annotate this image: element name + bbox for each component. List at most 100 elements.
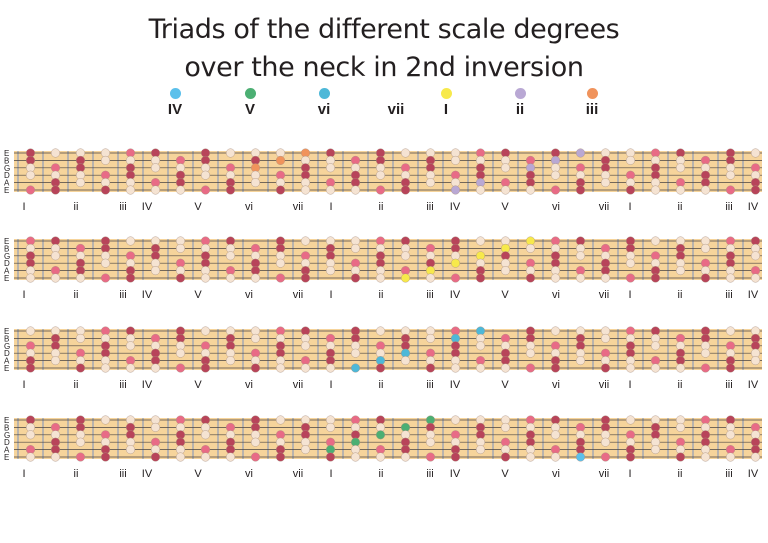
note-dot	[26, 452, 36, 462]
fret-degree-label: vi	[552, 468, 560, 480]
fret-degree-label: ii	[74, 468, 79, 480]
fret-wire	[567, 151, 569, 192]
fret-degree-label: iii	[725, 468, 732, 480]
fret-wire	[617, 329, 619, 370]
fret-wire	[367, 418, 369, 459]
fret-wire	[92, 239, 94, 280]
string-name-label: D	[4, 259, 10, 268]
fret-wire	[392, 418, 394, 459]
fret-degree-label: ii	[74, 201, 79, 213]
note-dot	[526, 348, 536, 358]
note-dot	[501, 452, 511, 462]
fret-degree-label: I	[22, 201, 25, 213]
note-dot	[601, 333, 611, 343]
note-dot	[626, 155, 636, 165]
fret-wire	[92, 329, 94, 370]
note-dot	[576, 148, 586, 158]
note-dot	[626, 273, 636, 283]
fret-wire	[42, 151, 44, 192]
note-dot	[576, 251, 586, 261]
fret-wire	[417, 239, 419, 280]
fret-wire	[267, 418, 269, 459]
fret-degree-label: V	[194, 379, 202, 391]
fret-degree-label: iii	[119, 468, 126, 480]
note-dot	[276, 363, 286, 373]
fret-wire	[317, 418, 319, 459]
fret-wire	[167, 329, 169, 370]
fret-degree-label: I	[22, 379, 25, 391]
note-dot	[351, 185, 361, 195]
fret-wire	[667, 239, 669, 280]
note-dot	[200, 170, 210, 180]
note-dot	[726, 430, 736, 440]
note-dot	[451, 155, 461, 165]
note-dot	[551, 452, 561, 462]
note-dot	[651, 273, 661, 283]
fret-degree-label: IV	[450, 379, 461, 391]
fret-wire	[242, 329, 244, 370]
fret-wire	[217, 418, 219, 459]
note-dot	[200, 273, 210, 283]
fret-wire	[267, 329, 269, 370]
note-dot	[526, 363, 536, 373]
note-dot	[726, 185, 736, 195]
fret-wire	[117, 418, 119, 459]
fret-degree-label: vii	[599, 201, 609, 213]
string-name-label: B	[4, 244, 9, 253]
legend-dot-icon	[318, 88, 330, 99]
fret-wire	[692, 329, 694, 370]
string-name-label: E	[4, 149, 9, 158]
fret-wire	[267, 239, 269, 280]
string-name-label: B	[4, 334, 9, 343]
fret-degree-label: I	[329, 201, 332, 213]
fret-wire	[592, 418, 594, 459]
fret-degree-label: vii	[599, 379, 609, 391]
note-dot	[100, 363, 110, 373]
fret-wire	[142, 239, 144, 280]
note-dot	[250, 273, 260, 283]
fret-wire	[92, 151, 94, 192]
note-dot	[401, 273, 411, 283]
note-dot	[376, 273, 386, 283]
note-dot	[100, 155, 110, 165]
note-dot	[51, 273, 61, 283]
note-dot	[200, 452, 210, 462]
legend-label: iii	[585, 101, 599, 118]
note-dot	[701, 363, 711, 373]
note-dot	[376, 170, 386, 180]
note-dot	[75, 363, 85, 373]
note-dot	[75, 178, 85, 188]
note-dot	[551, 430, 561, 440]
note-dot	[100, 273, 110, 283]
note-dot	[301, 185, 311, 195]
fret-degree-label: V	[194, 201, 202, 213]
fret-degree-label: IV	[142, 289, 153, 301]
note-dot	[501, 363, 511, 373]
note-dot	[401, 251, 411, 261]
fret-degree-label: vii	[599, 468, 609, 480]
note-dot	[651, 363, 661, 373]
fret-degree-label: iii	[725, 379, 732, 391]
note-dot	[601, 273, 611, 283]
note-dot	[376, 326, 386, 336]
legend-label: V	[244, 101, 255, 118]
fret-degree-label: I	[628, 468, 631, 480]
fret-degree-label: vi	[245, 379, 253, 391]
note-dot	[250, 437, 260, 447]
note-dot	[526, 185, 536, 195]
fret-wire	[442, 151, 444, 192]
note-dot	[426, 363, 436, 373]
note-dot	[601, 437, 611, 447]
note-dot	[301, 341, 311, 351]
note-dot	[351, 452, 361, 462]
legend-item-iii: iii	[572, 88, 612, 118]
note-dot	[26, 430, 36, 440]
fret-wire	[317, 151, 319, 192]
fret-wire	[42, 329, 44, 370]
note-dot	[701, 348, 711, 358]
fret-degree-label: iii	[426, 289, 433, 301]
note-dot	[51, 148, 61, 158]
note-dot	[200, 326, 210, 336]
note-dot	[51, 356, 61, 366]
note-dot	[326, 266, 336, 276]
